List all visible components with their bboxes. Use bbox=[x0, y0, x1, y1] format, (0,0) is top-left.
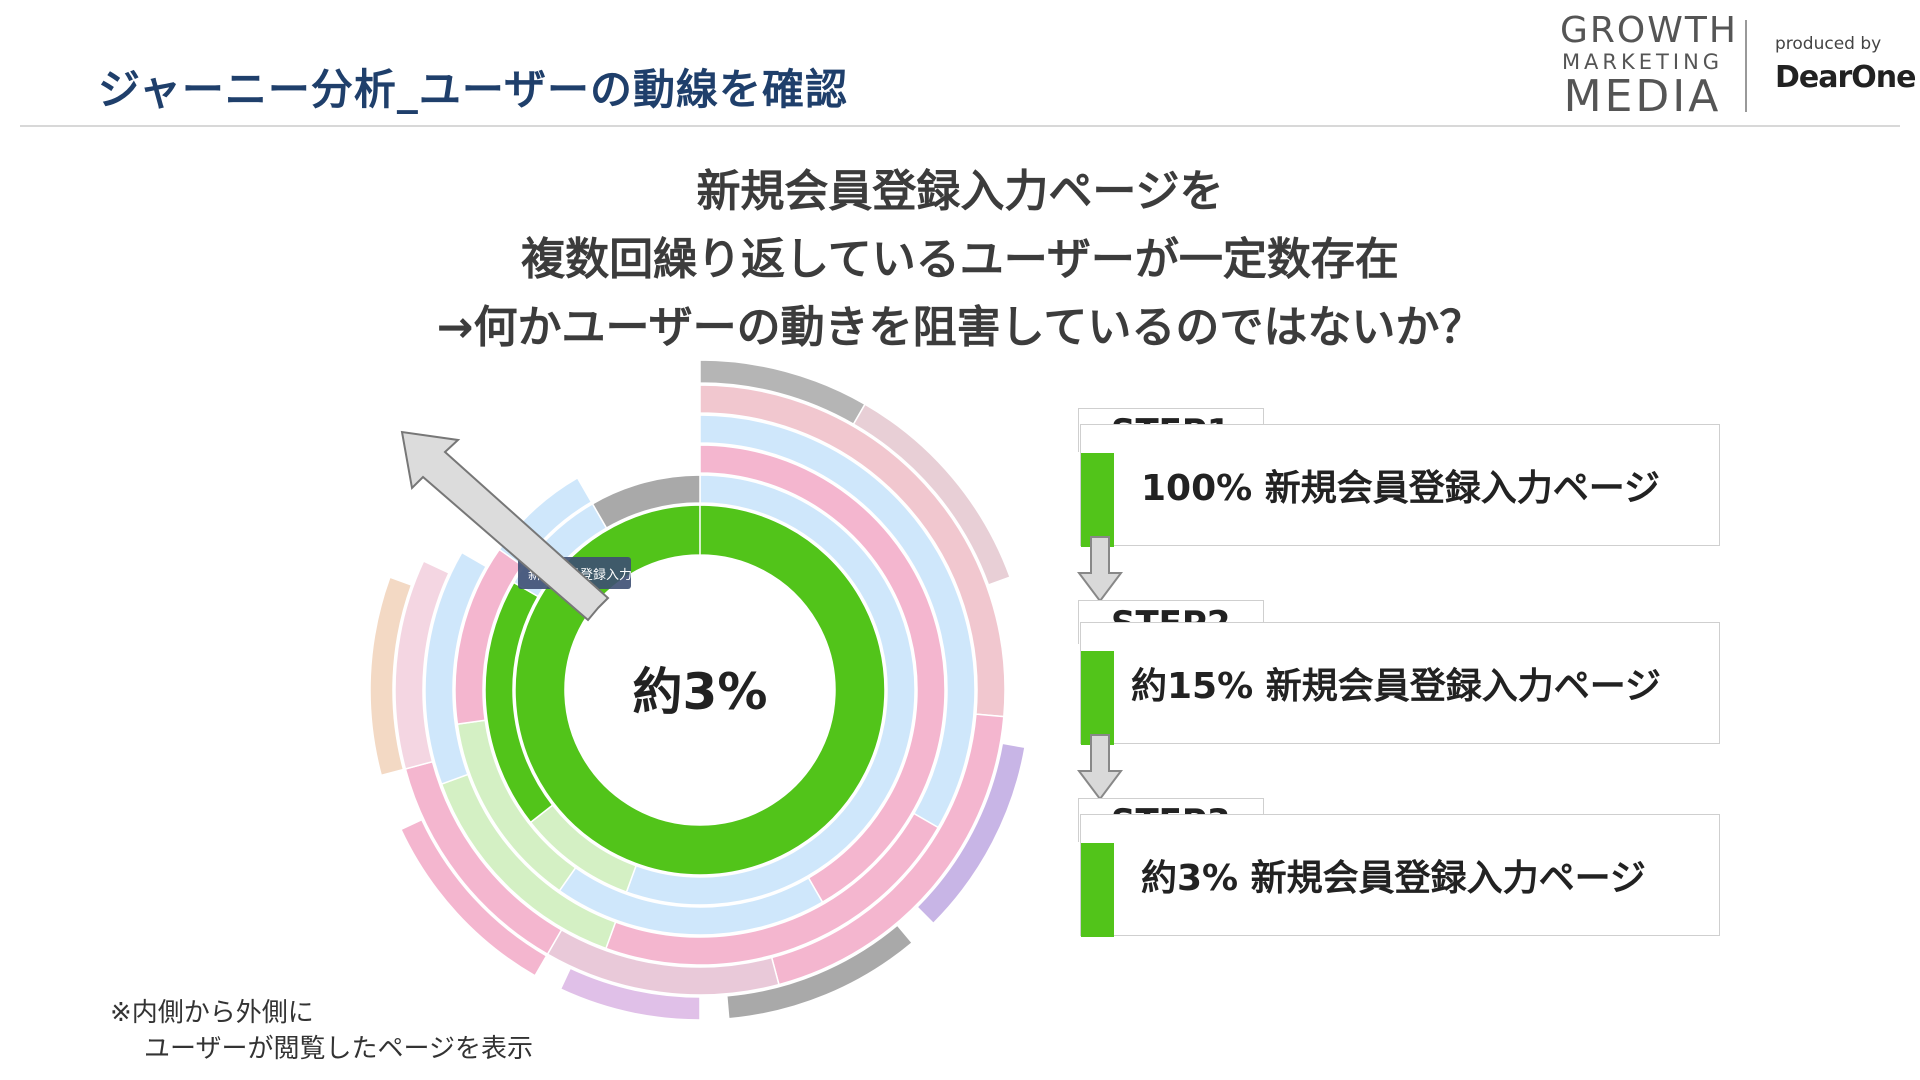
sunburst-chart: 新規会員登録入力 bbox=[369, 360, 1026, 1021]
sunburst-ring-step6-segment bbox=[369, 576, 413, 777]
step-2-box: 約15% 新規会員登録入力ページ bbox=[1080, 622, 1720, 745]
sunburst-ring-step4-segment bbox=[424, 551, 488, 786]
sunburst-ring-step2-segment bbox=[625, 474, 916, 906]
header-divider bbox=[20, 125, 1900, 127]
headline-line-3: →何かユーザーの動きを阻害しているのではないか？ bbox=[436, 302, 1484, 353]
headline-line-2: 複数回繰り返しているユーザーが一定数存在 bbox=[521, 234, 1399, 285]
step-3-bar bbox=[1081, 843, 1114, 937]
down-arrow-icon bbox=[1077, 536, 1123, 603]
center-percentage: 約3% bbox=[632, 663, 768, 721]
footnote-line-2: ユーザーが閲覧したページを表示 bbox=[144, 1034, 533, 1064]
step-3-box: 約3% 新規会員登録入力ページ bbox=[1080, 814, 1720, 937]
sunburst-ring-step6-segment bbox=[725, 924, 914, 1020]
footnote: ※内側から外側に ユーザーが閲覧したページを表示 bbox=[110, 995, 533, 1067]
page-title: ジャーニー分析_ユーザーの動線を確認 bbox=[98, 65, 849, 114]
pointer-arrow-icon bbox=[400, 430, 610, 622]
growth-marketing-media-logo: GROWTH MARKETING MEDIA bbox=[1560, 10, 1738, 122]
headline-line-1: 新規会員登録入力ページを bbox=[696, 166, 1224, 217]
sunburst-ring-step6-segment bbox=[399, 818, 548, 977]
logo-divider bbox=[1745, 20, 1747, 112]
sunburst-ring-step1 bbox=[514, 504, 886, 876]
footnote-line-1: ※内側から外側に bbox=[110, 998, 314, 1028]
produced-by-label: produced by bbox=[1775, 34, 1882, 54]
sunburst-ring-step6-segment bbox=[916, 742, 1026, 925]
dearone-logo: DearOne bbox=[1775, 60, 1916, 95]
step-1-text: 100% 新規会員登録入力ページ bbox=[1141, 468, 1661, 509]
logo-line-3: MEDIA bbox=[1563, 71, 1722, 122]
logo-line-2: MARKETING bbox=[1561, 50, 1724, 74]
step-2-bar bbox=[1081, 651, 1114, 745]
step-1-bar bbox=[1081, 453, 1114, 547]
sunburst-ring-step6-segment bbox=[852, 403, 1012, 586]
sunburst-ring-step6-segment bbox=[559, 967, 701, 1021]
step-2-text: 約15% 新規会員登録入力ページ bbox=[1131, 666, 1661, 707]
step-1-box: 100% 新規会員登録入力ページ bbox=[1080, 424, 1720, 547]
sunburst-ring-step2-segment bbox=[591, 474, 701, 530]
sunburst-ring-step5-segment bbox=[394, 560, 450, 770]
logo-line-1: GROWTH bbox=[1560, 10, 1738, 51]
down-arrow-icon bbox=[1077, 734, 1123, 801]
step-3-text: 約3% 新規会員登録入力ページ bbox=[1141, 858, 1646, 899]
headline: 新規会員登録入力ページを 複数回繰り返しているユーザーが一定数存在 →何かユーザ… bbox=[300, 158, 1620, 362]
